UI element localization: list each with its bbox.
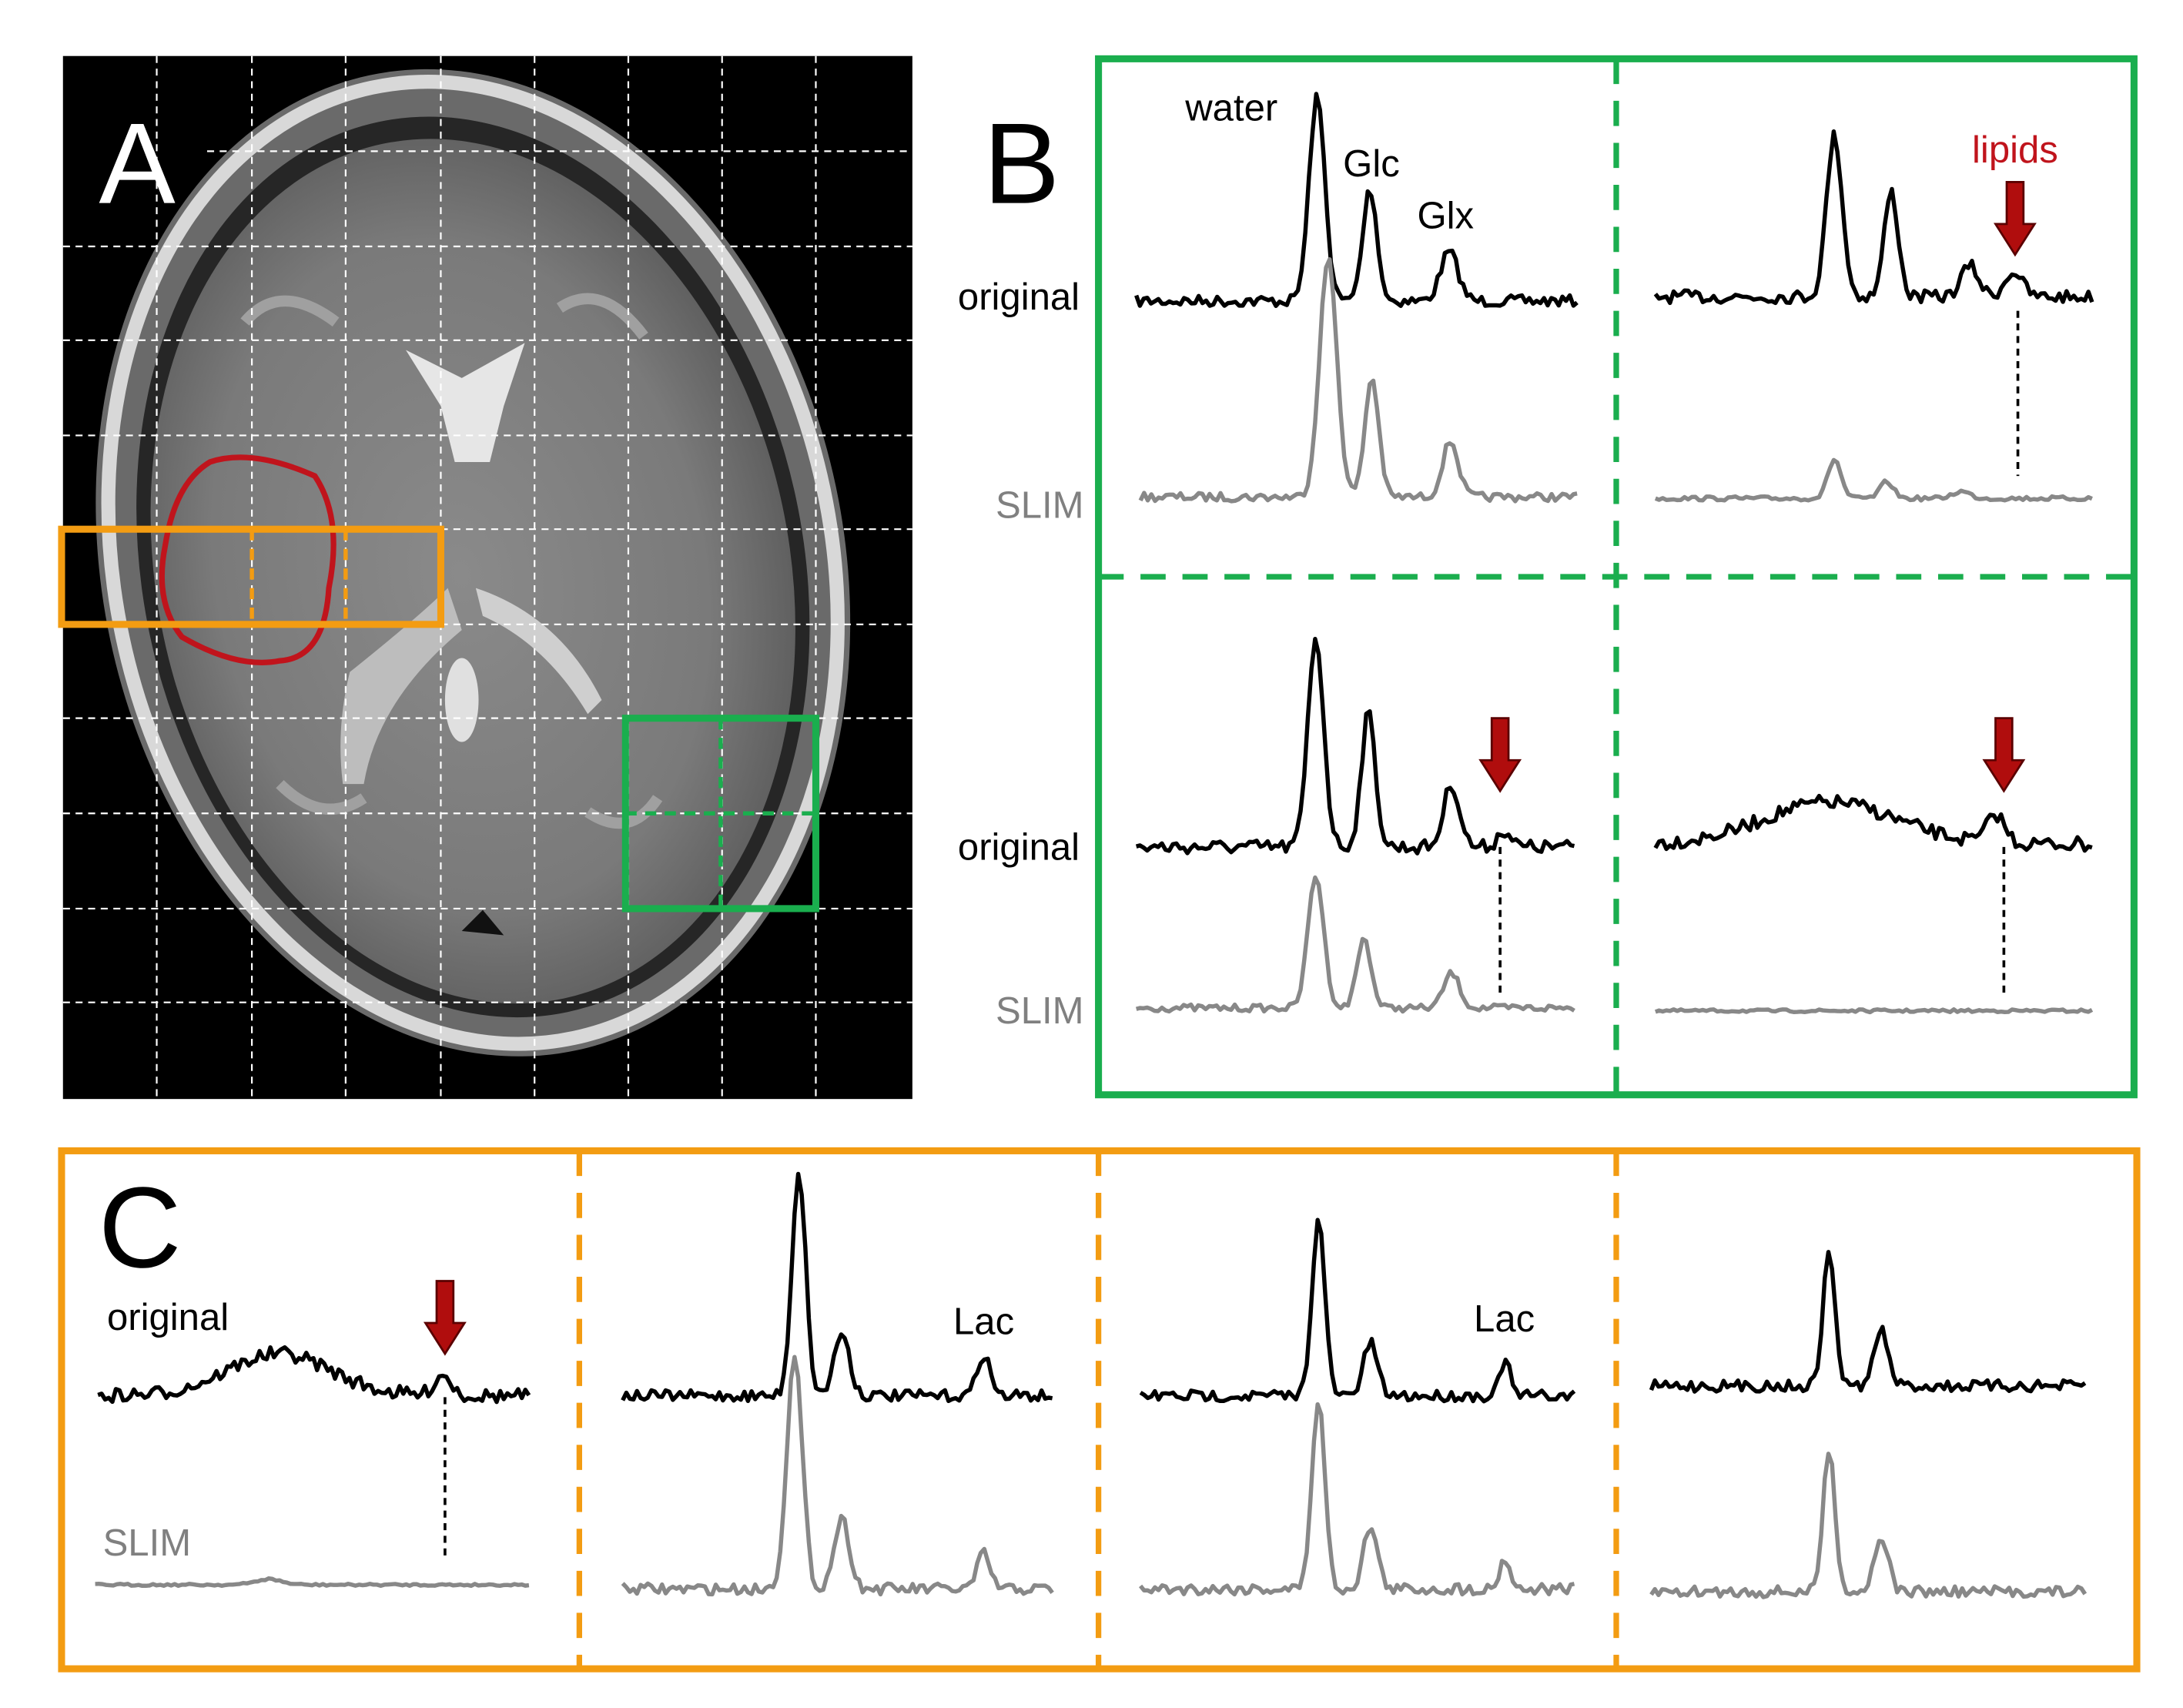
panel-label: A	[99, 99, 176, 228]
spectrum-trace	[1653, 129, 2094, 306]
row-label: original	[958, 826, 1080, 868]
spectrum-trace	[1654, 457, 2093, 503]
spectrum-trace	[1654, 1007, 2094, 1015]
spectrum-trace	[1135, 875, 1575, 1014]
peak-label: Glc	[1343, 143, 1400, 185]
row-label: SLIM	[996, 990, 1083, 1032]
spectrum-trace	[1649, 1452, 2088, 1599]
spectrum-trace	[1139, 1217, 1576, 1404]
lipids-label: lipids	[1972, 129, 2058, 171]
spectrum-trace	[1653, 793, 2093, 853]
panel-label: C	[99, 1163, 182, 1291]
spectrum-trace	[1134, 92, 1579, 308]
panel-c-frame	[58, 1147, 2141, 1673]
spectrum-trace	[1649, 1250, 2087, 1394]
row-label: original	[107, 1297, 229, 1338]
spectrum-trace	[1138, 256, 1578, 504]
mri-image	[58, 55, 912, 1100]
lipid-markers	[423, 180, 2037, 1562]
spectrum-trace	[621, 1355, 1054, 1597]
peak-label: water	[1184, 87, 1277, 129]
peak-label: Glx	[1417, 195, 1474, 236]
spectra	[95, 92, 2094, 1599]
panel-b-frame	[1095, 55, 2138, 1099]
row-label: original	[958, 276, 1080, 318]
row-label: SLIM	[103, 1522, 191, 1564]
spectrum-trace	[621, 1171, 1053, 1404]
panel-label: B	[983, 99, 1060, 228]
spectrum-trace	[95, 1576, 530, 1589]
spectrum-trace	[1135, 637, 1575, 856]
peak-label: Lac	[953, 1301, 1014, 1343]
spectrum-trace	[97, 1345, 531, 1405]
peak-label: Lac	[1474, 1298, 1535, 1340]
row-label: SLIM	[996, 485, 1083, 527]
spectrum-trace	[1138, 1402, 1575, 1597]
